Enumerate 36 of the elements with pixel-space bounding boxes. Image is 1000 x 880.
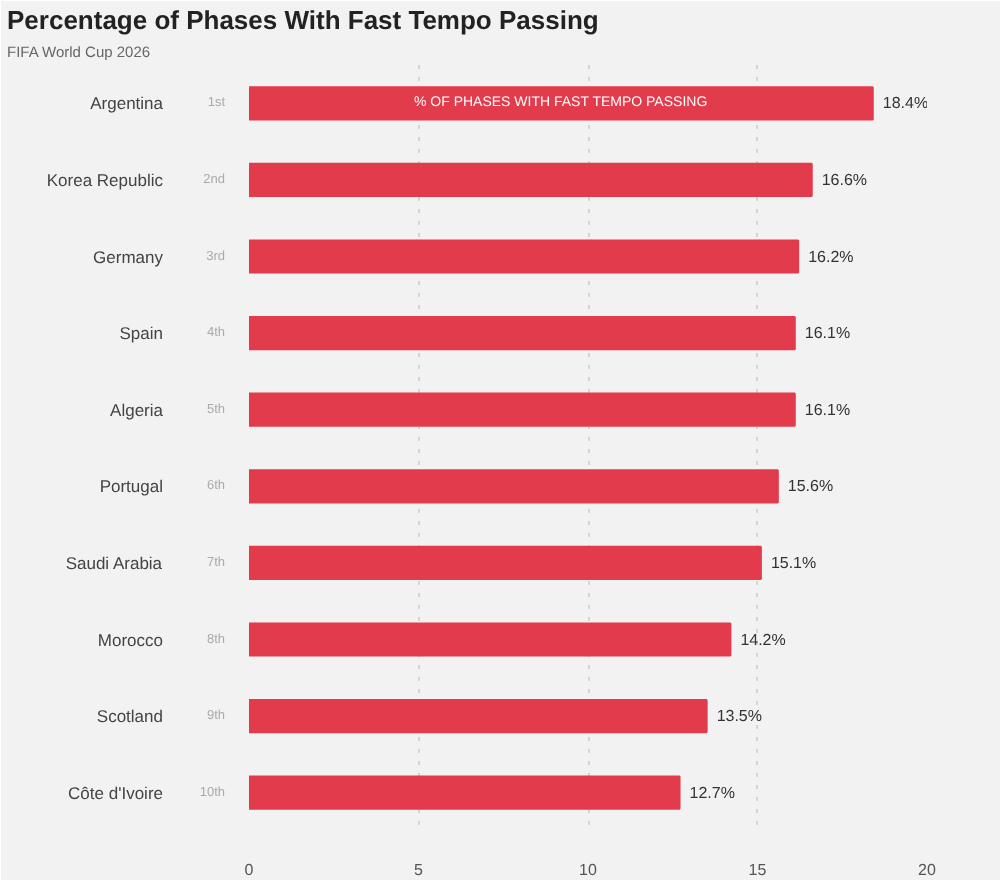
data-label: 15.1%: [770, 553, 817, 572]
bar: [249, 239, 800, 274]
bar: [249, 775, 681, 810]
bar: [249, 162, 813, 197]
bar: [249, 316, 796, 351]
x-tick-label: 20: [918, 861, 937, 879]
x-tick-label: 10: [579, 861, 598, 879]
y-tick-label: Argentina: [90, 93, 164, 114]
data-label: 16.6%: [821, 170, 868, 189]
bar: [249, 545, 762, 580]
y-tick-label: Côte d'Ivoire: [68, 782, 164, 803]
bar: [249, 469, 779, 504]
data-label: 12.7%: [689, 783, 735, 802]
bar: [249, 699, 708, 734]
x-tick-label: 15: [748, 861, 768, 879]
y-tick-label: Spain: [119, 323, 164, 344]
y-tick-label: Portugal: [99, 476, 164, 497]
data-label: 16.1%: [804, 324, 851, 343]
x-tick-label: 0: [244, 861, 255, 879]
y-tick-label: Saudi Arabia: [65, 552, 163, 573]
y-tick-label: Scotland: [96, 706, 164, 727]
y-tick-label: Korea Republic: [46, 169, 165, 190]
data-label: 15.6%: [787, 477, 834, 496]
x-tick-label: 5: [414, 861, 425, 879]
y-tick-label: Morocco: [97, 629, 164, 650]
y-tick-label: Algeria: [110, 399, 164, 420]
bar: [249, 622, 732, 657]
y-tick-label: Germany: [93, 246, 165, 267]
data-label: 16.1%: [804, 400, 851, 419]
data-label: 13.5%: [716, 707, 763, 726]
data-label: 18.4%: [882, 94, 929, 113]
data-label: 16.2%: [808, 247, 854, 266]
bar: [249, 392, 796, 427]
chart-title: Percentage of Phases With Fast Tempo Passing: [7, 5, 599, 35]
bar: [249, 86, 874, 121]
data-label: 14.2%: [740, 630, 786, 649]
